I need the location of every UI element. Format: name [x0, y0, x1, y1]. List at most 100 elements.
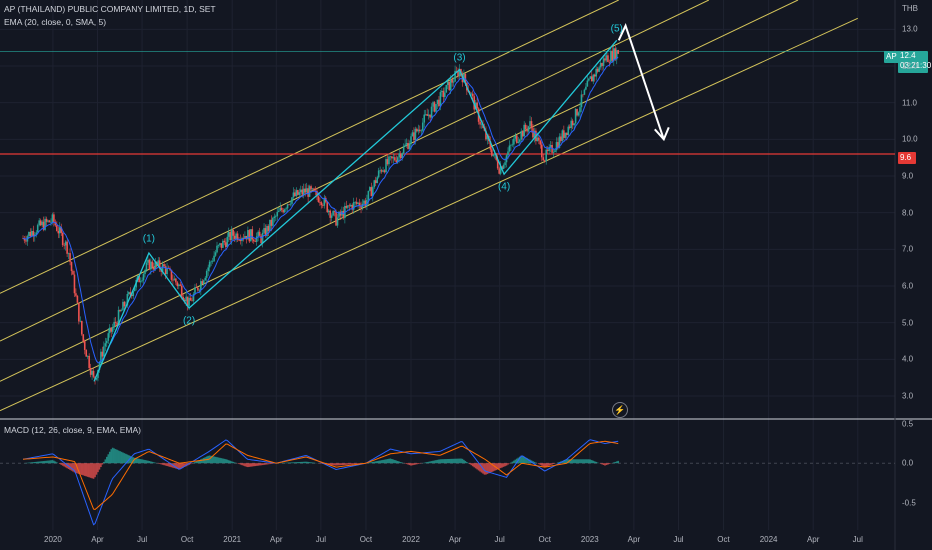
macd-histogram-bar [395, 460, 398, 464]
candle-body [354, 201, 356, 203]
macd-histogram-bar [289, 462, 292, 464]
macd-histogram-bar [521, 455, 524, 464]
candle-body [226, 236, 229, 248]
macd-histogram-bar [463, 459, 465, 464]
candle-body [458, 69, 461, 77]
candle-body [66, 241, 68, 254]
candle-body [336, 217, 339, 226]
candle-body [182, 296, 185, 300]
time-tick-label: 2021 [223, 535, 242, 544]
candle-body [116, 322, 118, 325]
candle-body [38, 220, 40, 226]
candle-body [158, 260, 161, 269]
macd-histogram-bar [479, 463, 481, 472]
macd-histogram-bar [254, 463, 257, 467]
lightning-icon[interactable]: ⚡ [612, 402, 628, 418]
candle-body [299, 189, 302, 193]
price-tick-label: 11.0 [902, 98, 917, 108]
candle-body [376, 177, 379, 184]
macd-histogram-bar [267, 463, 270, 465]
ema-line [22, 56, 619, 364]
candle-body [518, 139, 521, 142]
candle-body [601, 62, 603, 66]
macd-histogram-bar [407, 463, 409, 465]
macd-histogram-bar [123, 453, 126, 464]
candle-body [565, 132, 568, 136]
ema-indicator-label[interactable]: EMA (20, close, 0, SMA, 5) [4, 17, 107, 27]
candle-body [435, 104, 437, 112]
macd-histogram-bar [532, 461, 534, 464]
candle-body [580, 94, 583, 108]
macd-histogram-bar [539, 463, 542, 465]
macd-histogram-bar [311, 462, 314, 464]
time-tick-label: Apr [627, 535, 641, 544]
macd-histogram-bar [445, 459, 448, 464]
macd-histogram-bar [333, 463, 336, 466]
candle-body [610, 50, 612, 63]
wave-label: (2) [182, 315, 196, 327]
macd-histogram-bar [401, 462, 403, 464]
macd-histogram-bar [232, 461, 234, 464]
macd-histogram-bar [292, 462, 295, 464]
macd-tick-label: 0.5 [902, 419, 914, 429]
macd-histogram-bar [617, 460, 620, 464]
candle-body [464, 73, 467, 83]
macd-histogram-bar [549, 463, 552, 466]
macd-histogram-bar [257, 463, 259, 466]
macd-indicator-label[interactable]: MACD (12, 26, close, 9, EMA, EMA) [4, 425, 141, 435]
macd-histogram-bar [176, 463, 179, 469]
candle-body [138, 275, 140, 283]
candle-body [248, 230, 251, 242]
macd-histogram-bar [103, 461, 105, 464]
candle-body [63, 245, 65, 246]
countdown-timer: 03:21:30 [900, 61, 932, 70]
macd-histogram-bar [53, 460, 55, 464]
candle-body [313, 188, 315, 191]
macd-histogram-bar [548, 463, 550, 466]
candle-body [554, 150, 556, 153]
macd-histogram-bar [464, 460, 467, 464]
candle-body [286, 204, 289, 209]
macd-histogram-bar [348, 463, 351, 465]
macd-histogram-bar [520, 455, 523, 464]
candle-body [560, 136, 562, 141]
macd-histogram-bar [61, 463, 64, 466]
candle-body [100, 351, 102, 363]
macd-histogram-bar [357, 463, 359, 464]
candle-body [489, 141, 492, 150]
candle-body [289, 203, 292, 205]
candle-body [549, 145, 552, 147]
candle-body [297, 190, 299, 195]
macd-histogram-bar [524, 457, 527, 464]
candle-body [373, 180, 376, 188]
macd-histogram-bar [222, 458, 224, 464]
macd-histogram-bar [92, 463, 95, 479]
macd-histogram-bar [507, 463, 509, 465]
candle-body [357, 202, 359, 204]
candle-body [451, 79, 453, 83]
macd-histogram-bar [358, 463, 361, 464]
macd-histogram-bar [108, 451, 111, 464]
macd-histogram-bar [250, 463, 252, 467]
macd-histogram-bar [341, 463, 343, 466]
candle-body [541, 144, 543, 158]
candle-body [320, 202, 323, 206]
candle-body [486, 135, 489, 140]
macd-histogram-bar [586, 459, 589, 464]
candle-body [501, 166, 503, 169]
candle-body [445, 84, 448, 93]
macd-histogram-bar [488, 463, 490, 474]
candle-body [557, 142, 559, 148]
candle-body [92, 370, 95, 377]
price-tick-label: 7.0 [902, 244, 914, 254]
macd-histogram-bar [78, 463, 80, 474]
candle-body [593, 74, 596, 77]
candle-body [270, 219, 273, 226]
candle-body [476, 102, 478, 109]
candle-body [295, 190, 298, 197]
macd-histogram-bar [97, 463, 99, 473]
candle-body [546, 149, 549, 151]
candle-body [150, 261, 152, 270]
candle-body [216, 245, 218, 253]
